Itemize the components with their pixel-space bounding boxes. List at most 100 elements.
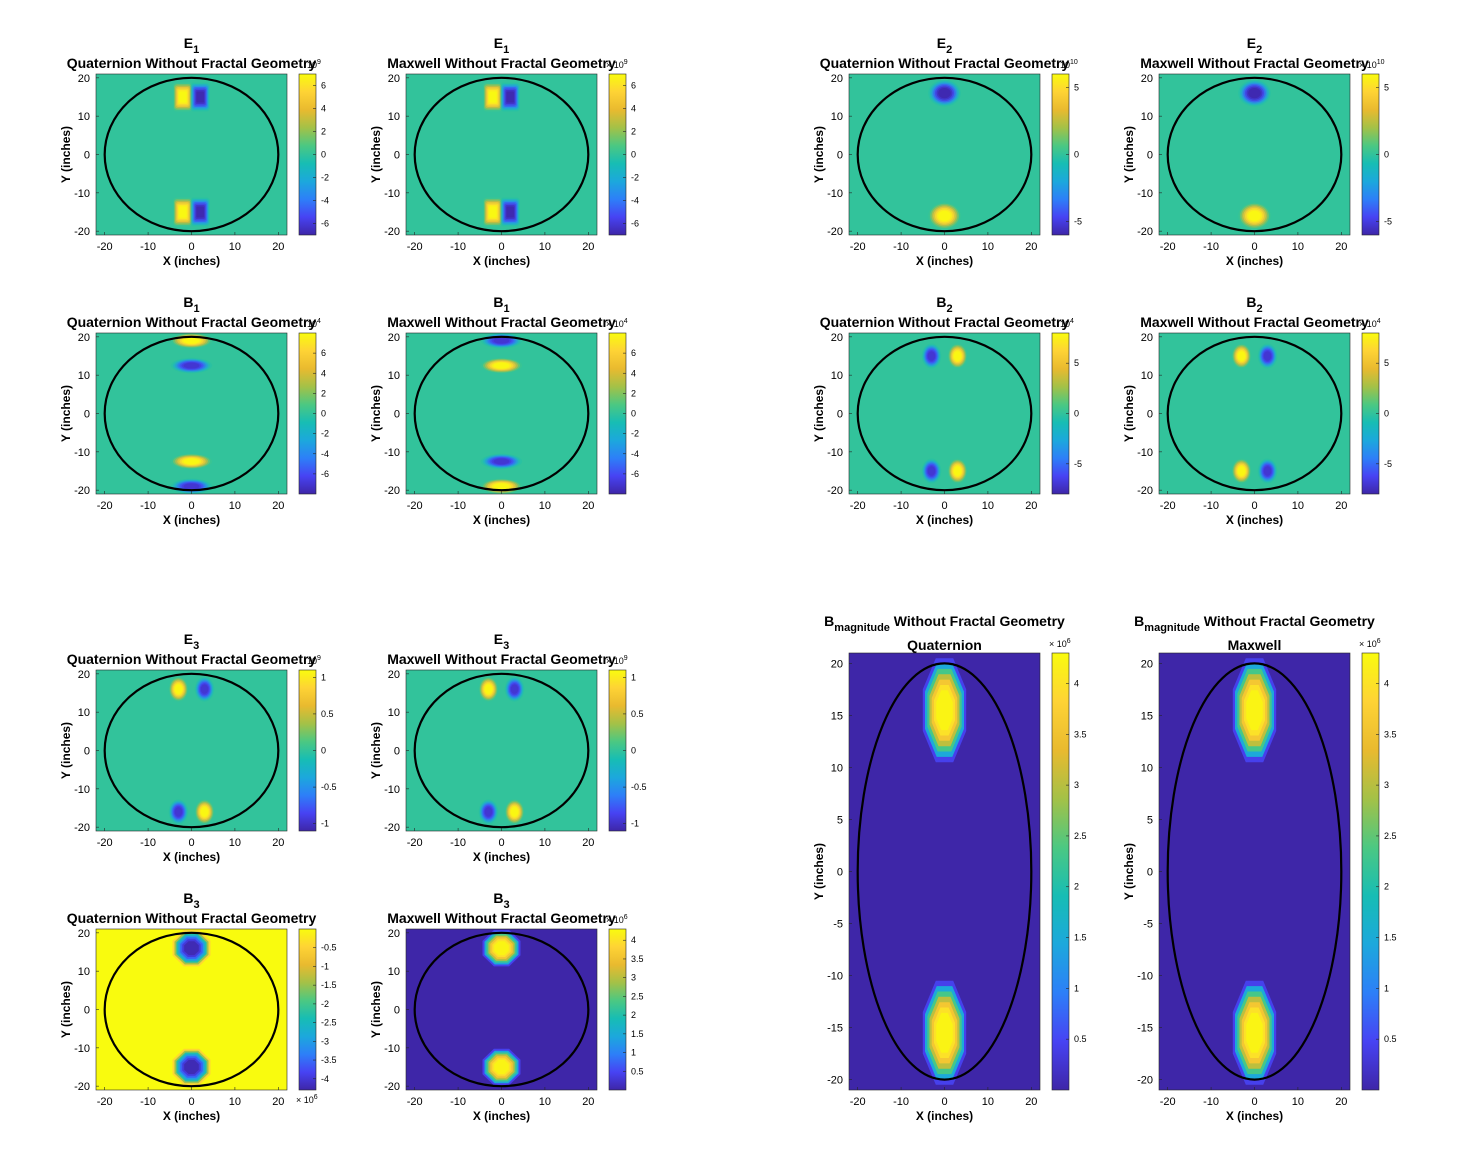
panel-title-line2: Maxwell Without Fractal Geometry: [387, 910, 616, 926]
field-blob: [493, 458, 510, 465]
colorbar-tick-label: 2: [1074, 882, 1079, 892]
colorbar-tick-label: 6: [321, 348, 326, 358]
y-tick-label: -10: [827, 188, 843, 200]
y-tick-label: -10: [384, 188, 400, 200]
y-tick-label: 0: [394, 1005, 400, 1017]
title-subscript: 3: [193, 640, 199, 652]
y-tick-label: 10: [78, 966, 90, 978]
panel-title-line1: B2: [936, 294, 952, 315]
boundary-ellipse: [413, 335, 590, 492]
x-tick-label: 20: [272, 241, 284, 253]
colorbar-tick-label: 0.5: [631, 709, 644, 719]
colorbar-tick-label: 2: [631, 388, 636, 398]
exponent-power: 4: [1377, 318, 1381, 325]
panel-title-line1: B2: [1246, 294, 1262, 315]
x-tick-label: 20: [1335, 500, 1347, 512]
x-tick-label: 10: [229, 500, 241, 512]
panel-title-line2: Maxwell Without Fractal Geometry: [387, 55, 616, 71]
field-blob: [494, 941, 509, 956]
heatmap-blobs: [480, 333, 523, 494]
boundary-ellipse: [856, 335, 1033, 492]
panel-title-line2: Quaternion Without Fractal Geometry: [67, 910, 317, 926]
panel-title-line1: Bmagnitude Without Fractal Geometry: [1134, 613, 1375, 634]
colorbar-tick-label: 1.5: [631, 1029, 644, 1039]
title-subscript: 3: [503, 640, 509, 652]
colorbar-tick-label: 4: [631, 935, 636, 945]
boundary-ellipse: [1166, 76, 1343, 233]
x-tick-label: -20: [1160, 1096, 1176, 1108]
heatmap-blobs: [170, 333, 213, 494]
y-tick-label: -10: [827, 971, 843, 983]
x-tick-label: 0: [498, 241, 504, 253]
colorbar-tick-label: 1: [631, 672, 636, 682]
colorbar-tick-label: 1: [1074, 983, 1079, 993]
panel-title-line1: E3: [184, 631, 199, 652]
x-tick-label: 0: [1251, 500, 1257, 512]
boundary-ellipse: [413, 672, 590, 829]
x-tick-label: 0: [188, 500, 194, 512]
colorbar-tick-label: 3: [1074, 780, 1079, 790]
y-tick-label: -20: [384, 1081, 400, 1093]
x-tick-label: 0: [188, 1096, 194, 1108]
x-tick-label: 20: [582, 500, 594, 512]
panel-title-line2: Maxwell: [1228, 637, 1282, 653]
y-tick-label: -20: [827, 1075, 843, 1087]
x-tick-label: 0: [498, 1096, 504, 1108]
title-subscript: 3: [504, 899, 510, 911]
y-tick-label: 15: [831, 710, 843, 722]
field-blob: [494, 1060, 509, 1074]
x-tick-label: 10: [539, 1096, 551, 1108]
y-tick-label: 0: [84, 1005, 90, 1017]
y-tick-label: -20: [74, 1081, 90, 1093]
panel-title-line2: Quaternion: [907, 637, 982, 653]
field-blob: [179, 206, 187, 218]
y-tick-label: 0: [394, 746, 400, 758]
x-axis-label: X (inches): [163, 850, 220, 864]
heatmap-blobs: [173, 82, 210, 227]
y-tick-label: -20: [384, 485, 400, 497]
heatmap-blobs: [1232, 658, 1277, 1085]
exponent-base: 10: [307, 656, 317, 666]
x-axis-label: X (inches): [473, 254, 530, 268]
title-subscript: 2: [947, 303, 953, 315]
field-blob: [1246, 1012, 1263, 1053]
colorbar-tick-label: 0: [1074, 150, 1079, 160]
x-tick-label: -10: [140, 1096, 156, 1108]
y-tick-label: -5: [833, 919, 843, 931]
panel-title-line1: B3: [493, 890, 509, 911]
heatmap-blobs: [1238, 79, 1271, 230]
heatmap-blobs: [1231, 343, 1278, 484]
title-symbol: B: [183, 890, 193, 906]
field-blob: [506, 206, 514, 218]
colorbar-tick-label: 5: [1384, 82, 1389, 92]
title-subscript: 1: [503, 44, 509, 56]
x-tick-label: 20: [272, 837, 284, 849]
colorbar-exponent: × 106: [1049, 638, 1071, 649]
panel-title-line1: E2: [1247, 35, 1262, 56]
y-tick-label: -20: [384, 226, 400, 238]
colorbar: [298, 928, 317, 1091]
y-tick-label: 20: [388, 332, 400, 344]
field-blob: [183, 458, 200, 465]
x-tick-label: -20: [407, 500, 423, 512]
boundary-ellipse: [1166, 662, 1343, 1081]
y-tick-label: 10: [78, 111, 90, 123]
panel-title-line2: Quaternion Without Fractal Geometry: [67, 55, 317, 71]
y-tick-label: 0: [837, 409, 843, 421]
x-axis-label: X (inches): [1226, 513, 1283, 527]
x-tick-label: 0: [941, 500, 947, 512]
y-tick-label: -10: [827, 447, 843, 459]
colorbar-exponent: × 104: [606, 318, 628, 329]
heatmap-blobs: [478, 676, 525, 825]
y-tick-label: -10: [384, 784, 400, 796]
x-axis-label: X (inches): [163, 513, 220, 527]
x-tick-label: 10: [229, 1096, 241, 1108]
x-tick-label: -10: [140, 500, 156, 512]
boundary-ellipse: [103, 672, 280, 829]
x-tick-label: 10: [982, 500, 994, 512]
exponent-base: 10: [1060, 60, 1070, 70]
title-rest: Without Fractal Geometry: [890, 613, 1065, 629]
exponent-power: 6: [1377, 638, 1381, 645]
title-subscript: 2: [1256, 44, 1262, 56]
